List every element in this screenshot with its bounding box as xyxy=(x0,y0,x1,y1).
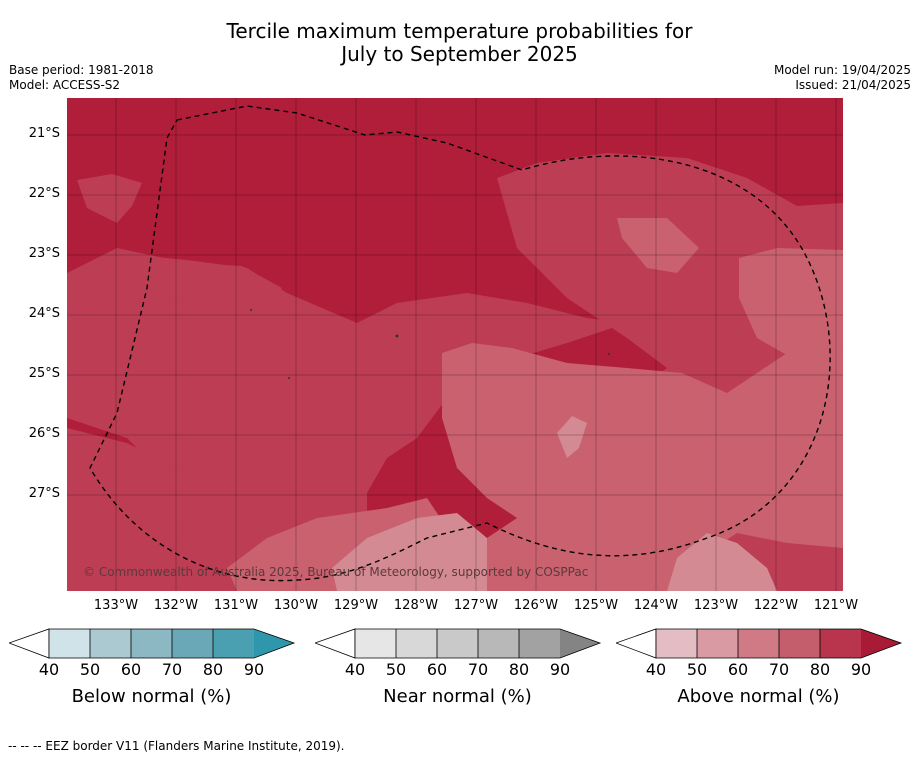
colorbar-tick: 80 xyxy=(809,660,831,679)
title-line-2: July to September 2025 xyxy=(341,42,578,66)
colorbar-tick: 70 xyxy=(161,660,183,679)
colorbar-title-above: Above normal (%) xyxy=(677,686,840,707)
copyright-notice: © Commonwealth of Australia 2025, Bureau… xyxy=(83,565,589,579)
colorbar-title-below: Below normal (%) xyxy=(71,686,232,707)
colorbar-tick: 60 xyxy=(727,660,749,679)
colorbar-over-arrow xyxy=(861,629,901,658)
title-line-1: Tercile maximum temperature probabilitie… xyxy=(226,19,693,43)
colorbar-tick: 50 xyxy=(686,660,708,679)
island-marker xyxy=(395,334,399,338)
lon-label: 122°W xyxy=(753,598,799,613)
colorbar-bin xyxy=(172,629,213,658)
colorbar-tick: 60 xyxy=(120,660,142,679)
lat-label: 27°S xyxy=(28,486,60,501)
lon-label: 132°W xyxy=(153,598,199,613)
zone-above-70-80-west-patch xyxy=(77,174,142,223)
colorbar-bin xyxy=(738,629,779,658)
colorbar-tick: 60 xyxy=(426,660,448,679)
zone-above-50-60 xyxy=(332,513,487,591)
colorbar-bin xyxy=(820,629,861,658)
colorbar-near-normal xyxy=(315,628,602,659)
lon-label: 130°W xyxy=(273,598,319,613)
graticule xyxy=(67,98,843,591)
colorbar-tick: 40 xyxy=(38,660,60,679)
lon-label: 124°W xyxy=(633,598,679,613)
issued-date: Issued: 21/04/2025 xyxy=(795,78,911,92)
lon-label: 125°W xyxy=(573,598,619,613)
colorbar-below-normal xyxy=(9,628,296,659)
colorbar-over-arrow xyxy=(254,629,294,658)
colorbar-bin xyxy=(90,629,131,658)
lat-label: 23°S xyxy=(28,246,60,261)
colorbar-under-arrow xyxy=(616,628,657,659)
lon-label: 129°W xyxy=(333,598,379,613)
colorbar-tick: 90 xyxy=(850,660,872,679)
zone-above-70-80-south xyxy=(67,428,237,591)
lon-label: 128°W xyxy=(393,598,439,613)
colorbar-tick: 90 xyxy=(243,660,265,679)
colorbar-bin xyxy=(697,629,738,658)
lon-label: 121°W xyxy=(813,598,859,613)
zone-above-50-60-east xyxy=(667,533,777,591)
island-marker xyxy=(288,377,290,379)
colorbar-bin xyxy=(779,629,820,658)
island-marker xyxy=(608,353,610,355)
colorbar-bin xyxy=(213,629,254,658)
colorbar-tick: 80 xyxy=(202,660,224,679)
colorbar-tick: 40 xyxy=(645,660,667,679)
lon-label: 126°W xyxy=(513,598,559,613)
zone-above-50-60-small xyxy=(557,416,587,458)
colorbar-tick: 70 xyxy=(467,660,489,679)
model-name: Model: ACCESS-S2 xyxy=(9,78,121,92)
colorbar-above-normal xyxy=(616,628,903,659)
colorbar-bin xyxy=(396,629,437,658)
colorbar-bin xyxy=(355,629,396,658)
eez-legend-note: -- -- -- EEZ border V11 (Flanders Marine… xyxy=(8,739,345,753)
colorbar-tick: 40 xyxy=(344,660,366,679)
colorbar-tick: 70 xyxy=(768,660,790,679)
lat-label: 22°S xyxy=(28,186,60,201)
colorbar-tick: 90 xyxy=(549,660,571,679)
zone-above-60-70 xyxy=(442,343,843,591)
eez-border xyxy=(89,105,831,582)
colorbar-bin xyxy=(478,629,519,658)
lon-label: 133°W xyxy=(93,598,139,613)
colorbar-title-near: Near normal (%) xyxy=(383,686,532,707)
colorbar-bin xyxy=(437,629,478,658)
island-marker xyxy=(250,309,252,311)
lat-label: 26°S xyxy=(28,426,60,441)
lon-label: 131°W xyxy=(213,598,259,613)
lon-label: 123°W xyxy=(693,598,739,613)
colorbar-tick: 50 xyxy=(79,660,101,679)
colorbar-under-arrow xyxy=(9,628,50,659)
model-run: Model run: 19/04/2025 xyxy=(773,63,911,77)
colorbar-under-arrow xyxy=(315,628,356,659)
colorbar-tick: 50 xyxy=(385,660,407,679)
zone-above-70-80-north-band xyxy=(67,248,282,313)
zone-above-60-70-central xyxy=(617,218,699,273)
lat-label: 21°S xyxy=(28,126,60,141)
colorbar-over-arrow xyxy=(560,629,600,658)
colorbar-bin xyxy=(656,629,697,658)
colorbar-tick: 80 xyxy=(508,660,530,679)
lon-label: 127°W xyxy=(453,598,499,613)
lat-label: 24°S xyxy=(28,306,60,321)
colorbar-bin xyxy=(519,629,560,658)
lat-label: 25°S xyxy=(28,366,60,381)
colorbar-bin xyxy=(131,629,172,658)
zone-above-60-70-east xyxy=(739,248,843,358)
probability-map xyxy=(67,98,843,591)
colorbar-bin xyxy=(49,629,90,658)
base-period: Base period: 1981-2018 xyxy=(9,63,154,77)
